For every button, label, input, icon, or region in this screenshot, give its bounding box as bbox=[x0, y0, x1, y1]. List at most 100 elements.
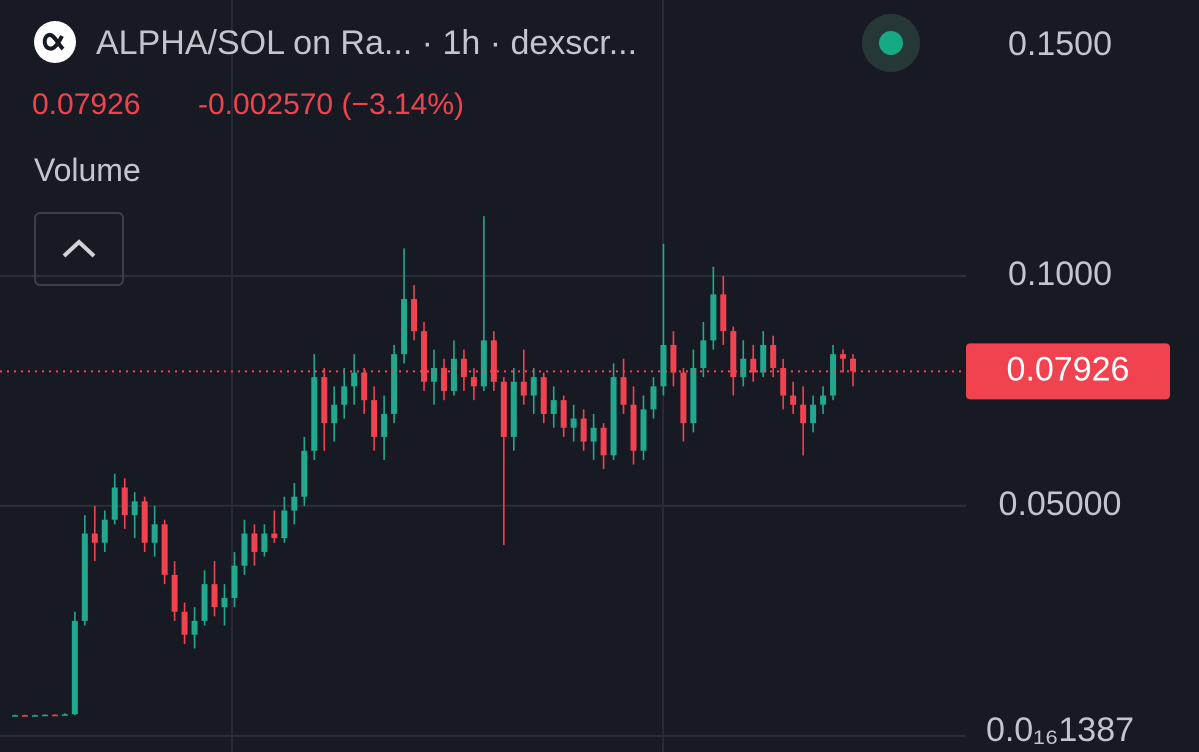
candle-body bbox=[680, 372, 687, 424]
candle-body bbox=[790, 395, 797, 405]
chart-title: ALPHA/SOL on Ra... · 1h · dexscr... bbox=[96, 24, 638, 62]
chevron-icon bbox=[62, 239, 96, 258]
candle-body bbox=[51, 714, 58, 717]
candle-body bbox=[201, 584, 208, 621]
candle-body bbox=[11, 715, 18, 717]
y-tick-label: 0.1000 bbox=[1008, 255, 1112, 293]
candle-body bbox=[670, 344, 677, 373]
price-change: -0.002570 (−3.14%) bbox=[198, 88, 465, 121]
candle-body bbox=[41, 714, 48, 717]
price-label: 0.07926 bbox=[1007, 350, 1130, 388]
candle-body bbox=[71, 620, 78, 715]
candle-body bbox=[810, 404, 817, 424]
candle-body bbox=[371, 400, 378, 437]
candle-body bbox=[151, 524, 158, 543]
candle-body bbox=[131, 501, 138, 516]
candle-body bbox=[460, 358, 467, 378]
candle-body bbox=[630, 404, 637, 451]
candle-body bbox=[31, 715, 38, 717]
candle-body bbox=[341, 386, 348, 405]
candle-body bbox=[421, 331, 428, 382]
candle-body bbox=[470, 377, 477, 387]
candle-body bbox=[191, 620, 198, 635]
candle-body bbox=[550, 400, 557, 414]
candle-body bbox=[221, 597, 228, 608]
candle-body bbox=[401, 298, 408, 355]
candle-body bbox=[720, 294, 727, 332]
candle-body bbox=[351, 372, 358, 387]
candle-body bbox=[480, 340, 487, 387]
candle-body bbox=[600, 427, 607, 456]
y-tick-label: 0.0₁₆1387 bbox=[986, 711, 1134, 749]
candle-body bbox=[21, 715, 28, 717]
price-label-box bbox=[966, 343, 1170, 400]
y-tick-label: 0.05000 bbox=[999, 485, 1122, 523]
candle-body bbox=[271, 533, 278, 539]
candle-body bbox=[780, 367, 787, 396]
candle-body bbox=[431, 367, 437, 382]
candle-body bbox=[700, 340, 707, 368]
candle-body bbox=[331, 404, 338, 424]
status-button[interactable] bbox=[862, 14, 920, 72]
logo bbox=[34, 21, 76, 63]
candle-body bbox=[560, 400, 567, 428]
candle-body bbox=[570, 418, 577, 428]
candle-body bbox=[650, 386, 657, 410]
y-tick-label: 0.1500 bbox=[1008, 25, 1112, 63]
candle-body bbox=[520, 381, 527, 396]
volume-label: Volume bbox=[34, 152, 141, 188]
candle-body bbox=[820, 395, 827, 405]
candle-body bbox=[800, 404, 807, 424]
candle-body bbox=[111, 487, 118, 520]
candle-body bbox=[321, 377, 328, 424]
candle-body bbox=[311, 377, 318, 451]
candle-body bbox=[121, 487, 128, 516]
candle-body bbox=[291, 496, 298, 511]
candle-body bbox=[381, 413, 388, 437]
candle-body bbox=[640, 409, 647, 451]
candle-body bbox=[241, 533, 248, 566]
candle-body bbox=[660, 344, 667, 387]
candle-body bbox=[450, 358, 457, 391]
candle-body bbox=[171, 574, 178, 612]
candle-body bbox=[61, 714, 68, 716]
candle-body bbox=[141, 501, 148, 543]
collapse-button[interactable] bbox=[34, 212, 124, 286]
candle-body bbox=[690, 367, 697, 424]
candle-body bbox=[440, 367, 447, 391]
candle-body bbox=[850, 358, 857, 372]
candle-body bbox=[510, 381, 517, 437]
candle-body bbox=[710, 294, 717, 341]
candle-body bbox=[231, 565, 238, 598]
candle-body bbox=[750, 358, 757, 373]
candle-body bbox=[161, 524, 168, 575]
candle-body bbox=[391, 354, 398, 414]
candle-body bbox=[490, 340, 497, 382]
candle-body bbox=[411, 298, 418, 332]
candle-body bbox=[81, 533, 88, 621]
candle-body bbox=[580, 418, 587, 442]
candle-body bbox=[500, 381, 507, 437]
candle-body bbox=[540, 377, 547, 414]
candle-body bbox=[840, 354, 847, 359]
candle-body bbox=[830, 354, 837, 396]
candle-body bbox=[530, 377, 537, 396]
candle-body bbox=[740, 358, 747, 378]
candle-body bbox=[101, 519, 108, 543]
candle-body bbox=[301, 450, 308, 497]
candle-body bbox=[91, 533, 98, 543]
candle-body bbox=[730, 331, 737, 378]
status-dot bbox=[879, 31, 903, 55]
candle-body bbox=[361, 372, 368, 401]
candle-body bbox=[281, 510, 288, 539]
candle-body bbox=[590, 427, 597, 442]
last-price: 0.07926 bbox=[32, 88, 141, 121]
candle-body bbox=[770, 344, 777, 368]
candle-body bbox=[620, 377, 627, 405]
candle-body bbox=[251, 533, 258, 552]
candle-body bbox=[181, 611, 188, 635]
candle-body bbox=[211, 584, 218, 608]
candle-body bbox=[760, 344, 767, 373]
